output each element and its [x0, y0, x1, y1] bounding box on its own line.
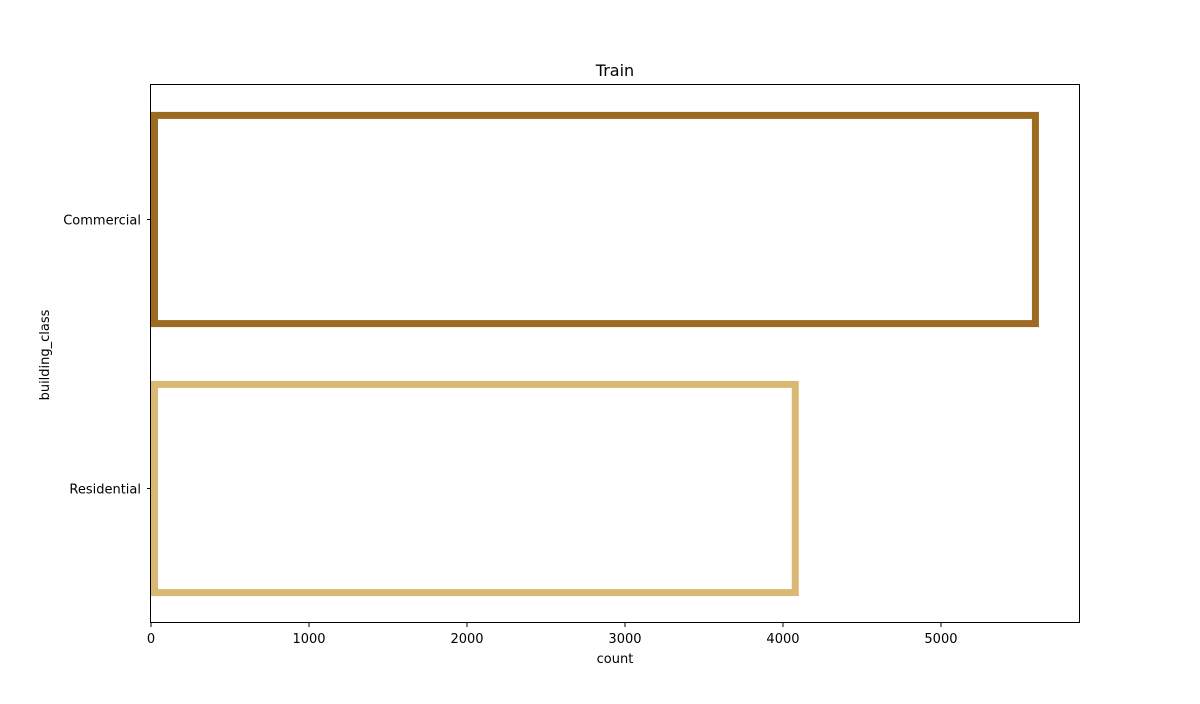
x-tick-label-4000: 4000: [766, 632, 799, 647]
bar-commercial: [151, 111, 1039, 328]
plot-frame: [150, 84, 1080, 623]
x-tick-label-5000: 5000: [924, 632, 957, 647]
y-tick-label-residential: Residential: [69, 483, 141, 498]
x-tick-label-3000: 3000: [608, 632, 641, 647]
x-tick-label-2000: 2000: [450, 632, 483, 647]
y-tick-label-commercial: Commercial: [63, 214, 141, 229]
axes-layer: Commercial Residential 0 1000 2000 3000 4000 50…: [63, 214, 957, 648]
x-axis-label: count: [597, 652, 634, 667]
bars-layer: [151, 111, 1039, 597]
x-tick-label-0: 0: [147, 632, 155, 647]
chart-title: Train: [595, 61, 634, 80]
y-axis-label: building_class: [38, 309, 53, 400]
bar-residential: [151, 380, 799, 597]
x-tick-label-1000: 1000: [292, 632, 325, 647]
